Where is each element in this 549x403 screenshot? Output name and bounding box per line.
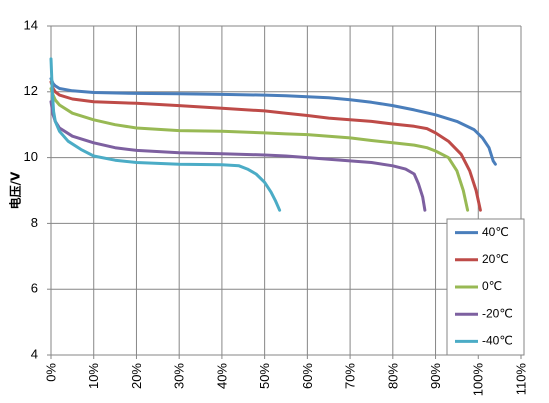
x-tick-label: 80%	[385, 363, 400, 389]
series-line	[49, 87, 470, 212]
x-tick-label: 20%	[129, 363, 144, 389]
x-tick-label: 40%	[214, 363, 229, 389]
x-tick-label: 0%	[43, 363, 58, 382]
y-tick-label: 12	[24, 83, 38, 98]
legend-label: 0℃	[482, 279, 502, 293]
y-tick-label: 4	[31, 346, 38, 361]
x-tick-label: 70%	[343, 363, 358, 389]
series-line	[49, 57, 282, 212]
x-tick-label: 10%	[86, 363, 101, 389]
y-tick-label: 10	[24, 149, 38, 164]
legend-label: -40℃	[482, 334, 513, 348]
grid	[51, 25, 522, 355]
y-tick-label: 14	[24, 17, 38, 32]
x-tick-label: 100%	[471, 363, 486, 397]
x-tick-label: 50%	[257, 363, 272, 389]
series-group	[49, 57, 497, 212]
x-tick-label: 110%	[513, 363, 528, 396]
legend-label: 40℃	[482, 225, 509, 239]
y-tick-label: 8	[31, 215, 38, 230]
x-tick-label: 90%	[428, 363, 443, 389]
series-line	[49, 77, 497, 166]
x-tick-label: 60%	[300, 363, 315, 389]
series-line	[49, 100, 427, 212]
legend-label: -20℃	[482, 306, 513, 320]
legend-label: 20℃	[482, 252, 509, 266]
y-tick-label: 6	[31, 281, 38, 296]
series-line	[49, 80, 482, 212]
x-tick-label: 30%	[172, 363, 187, 389]
legend: 40℃ 20℃ 0℃ -20℃ -40℃	[446, 218, 525, 356]
y-axis-label: 电压/V	[8, 171, 23, 209]
